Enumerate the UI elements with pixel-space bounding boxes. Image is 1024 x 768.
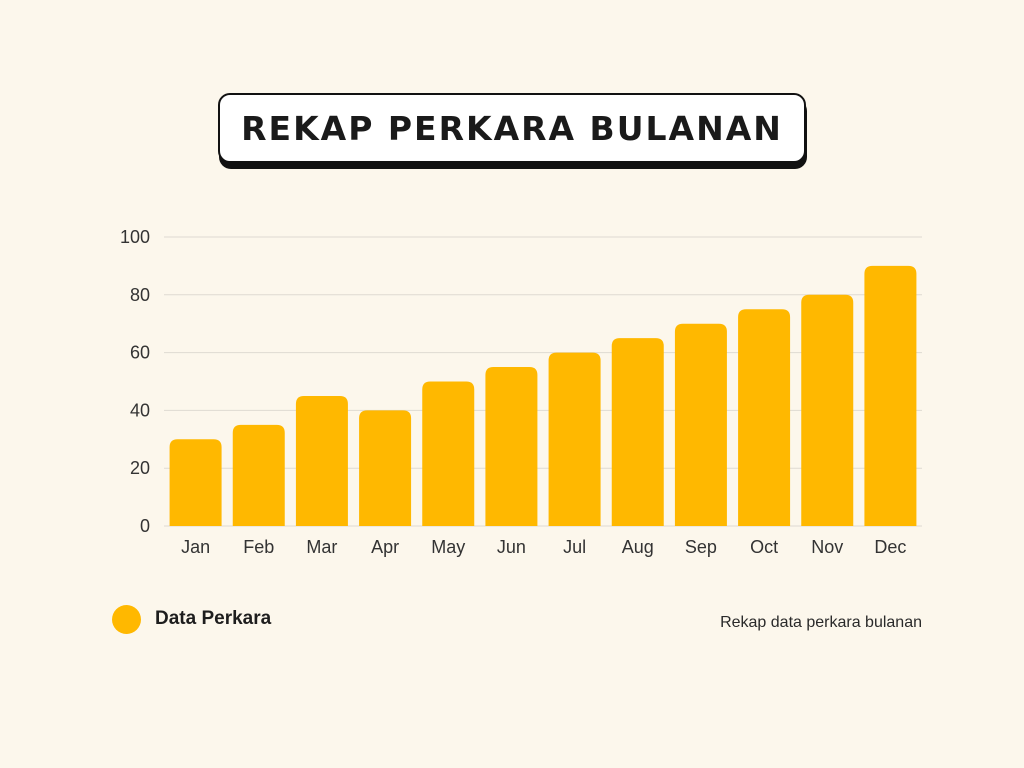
bar-jan xyxy=(169,439,222,526)
bar-jul xyxy=(548,352,601,526)
x-tick-label: Jun xyxy=(497,537,526,557)
chart-title: REKAP PERKARA BULANAN xyxy=(218,93,806,163)
bars xyxy=(169,265,917,526)
x-tick-label: Nov xyxy=(811,537,843,557)
bar-nov xyxy=(801,294,854,526)
legend-label: Data Perkara xyxy=(155,608,272,629)
x-tick-label: Dec xyxy=(874,537,906,557)
x-tick-label: Jul xyxy=(563,537,586,557)
bar-apr xyxy=(359,410,412,526)
y-tick-label: 60 xyxy=(130,343,150,363)
x-tick-label: Sep xyxy=(685,537,717,557)
x-tick-label: Apr xyxy=(371,537,399,557)
x-axis-ticks: Jan Feb Mar Apr May Jun Jul Aug Sep Oct Nov Dec xyxy=(181,537,906,557)
x-tick-label: Aug xyxy=(622,537,654,557)
x-tick-label: Oct xyxy=(750,537,778,557)
y-tick-label: 40 xyxy=(130,400,150,420)
x-tick-label: Jan xyxy=(181,537,210,557)
chart-caption: Rekap data perkara bulanan xyxy=(720,614,922,631)
x-tick-label: May xyxy=(431,537,465,557)
bar-mar xyxy=(295,395,348,526)
y-tick-label: 20 xyxy=(130,458,150,478)
y-axis-ticks: 0 20 40 60 80 100 xyxy=(120,227,150,536)
x-tick-label: Mar xyxy=(306,537,337,557)
bar-aug xyxy=(611,338,664,526)
legend-swatch xyxy=(112,605,141,634)
bar-jun xyxy=(485,367,538,526)
y-tick-label: 80 xyxy=(130,285,150,305)
bar-feb xyxy=(232,424,285,526)
y-tick-label: 0 xyxy=(140,516,150,536)
grid-lines xyxy=(164,236,922,527)
x-tick-label: Feb xyxy=(243,537,274,557)
y-tick-label: 100 xyxy=(120,227,150,247)
bar-may xyxy=(422,381,475,526)
bar-sep xyxy=(674,323,727,526)
bar-dec xyxy=(864,265,917,526)
bar-oct xyxy=(738,309,791,526)
